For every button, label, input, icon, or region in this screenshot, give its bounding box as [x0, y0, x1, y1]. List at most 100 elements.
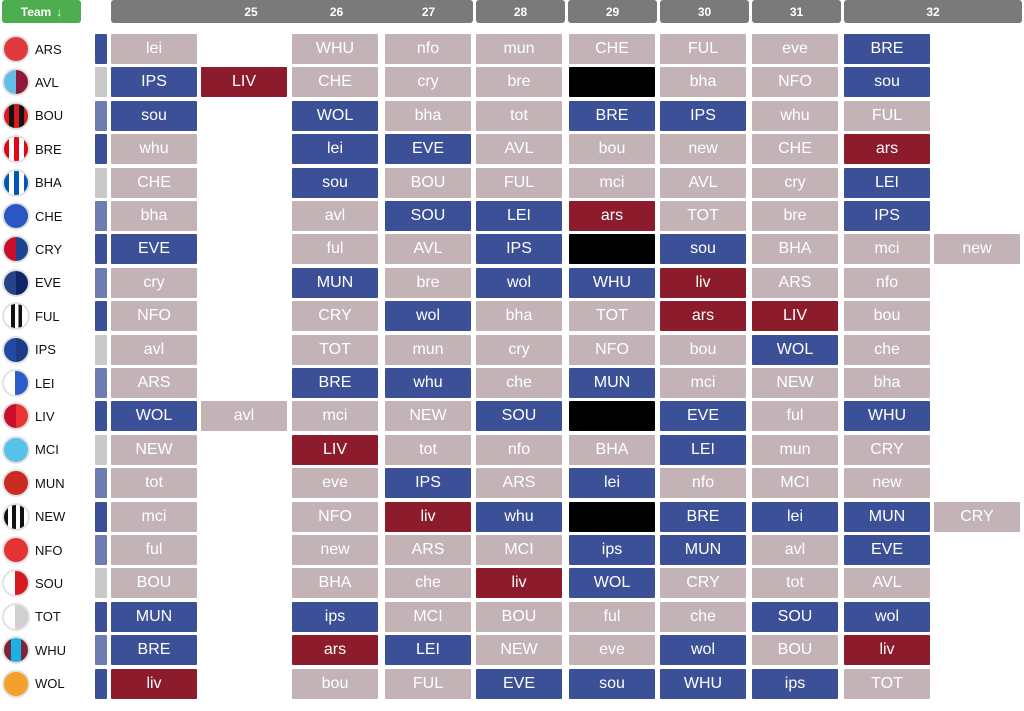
team-row-sou[interactable]: SOU	[0, 568, 90, 598]
fixture-cell[interactable]: CRY	[292, 301, 378, 332]
fixture-cell[interactable]: IPS	[111, 67, 197, 98]
team-row-ful[interactable]: FUL	[0, 301, 90, 331]
fixture-cell[interactable]: wol	[476, 267, 562, 298]
fixture-cell[interactable]: EVE	[111, 234, 197, 265]
team-row-tot[interactable]: TOT	[0, 602, 90, 632]
fixture-cell[interactable]: eve	[752, 34, 838, 64]
fixture-cell[interactable]: FUL	[476, 167, 562, 198]
team-row-bre[interactable]: BRE	[0, 134, 90, 164]
fixture-cell[interactable]: nfo	[385, 34, 471, 64]
fixture-cell[interactable]: mci	[660, 368, 746, 398]
fixture-cell[interactable]: ars	[292, 635, 378, 666]
fixture-cell[interactable]: MUN	[844, 501, 930, 532]
fixture-cell[interactable]: liv	[111, 668, 197, 699]
fixture-cell[interactable]: lei	[111, 34, 197, 64]
fixture-cell[interactable]: cry	[752, 167, 838, 198]
fixture-cell[interactable]: NFO	[569, 334, 655, 365]
fixture-cell[interactable]: BHA	[569, 434, 655, 465]
fixture-cell[interactable]: LEI	[844, 167, 930, 198]
fixture-cell[interactable]: bha	[660, 67, 746, 98]
fixture-cell[interactable]: mci	[292, 401, 378, 432]
fixture-cell[interactable]: TOT	[660, 201, 746, 231]
fixture-cell[interactable]: MUN	[111, 601, 197, 632]
fixture-cell[interactable]: TOT	[844, 668, 930, 699]
fixture-cell[interactable]: ars	[569, 201, 655, 231]
fixture-cell[interactable]: CRY	[844, 434, 930, 465]
fixture-cell[interactable]: WOL	[292, 100, 378, 131]
fixture-cell[interactable]: avl	[292, 201, 378, 231]
fixture-cell[interactable]: ips	[752, 668, 838, 699]
blank-fixture-cell[interactable]	[569, 501, 655, 532]
fixture-cell[interactable]: LIV	[752, 301, 838, 332]
fixture-cell[interactable]: whu	[111, 134, 197, 165]
fixture-cell[interactable]: NEW	[476, 635, 562, 666]
fixture-cell[interactable]: FUL	[660, 34, 746, 64]
fixture-cell[interactable]: bre	[385, 267, 471, 298]
fixture-cell[interactable]: mci	[569, 167, 655, 198]
team-row-mun[interactable]: MUN	[0, 468, 90, 498]
fixture-cell[interactable]: ars	[844, 134, 930, 165]
fixture-cell[interactable]: MCI	[476, 535, 562, 565]
fixture-cell[interactable]: cry	[111, 267, 197, 298]
fixture-cell[interactable]: bha	[476, 301, 562, 332]
fixture-cell[interactable]: bou	[569, 134, 655, 165]
fixture-cell[interactable]: EVE	[476, 668, 562, 699]
fixture-cell[interactable]: avl	[111, 334, 197, 365]
fixture-cell[interactable]: tot	[111, 468, 197, 499]
fixture-cell[interactable]: AVL	[660, 167, 746, 198]
fixture-cell[interactable]: LEI	[385, 635, 471, 666]
team-row-bha[interactable]: BHA	[0, 168, 90, 198]
fixture-cell[interactable]: ARS	[752, 267, 838, 298]
fixture-cell[interactable]: avl	[752, 535, 838, 565]
fixture-cell[interactable]: SOU	[385, 201, 471, 231]
fixture-cell[interactable]: NEW	[385, 401, 471, 432]
fixture-cell[interactable]: che	[385, 568, 471, 599]
team-row-liv[interactable]: LIV	[0, 401, 90, 431]
blank-fixture-cell[interactable]	[569, 234, 655, 265]
fixture-cell[interactable]: ful	[752, 401, 838, 432]
fixture-cell[interactable]: MUN	[660, 535, 746, 565]
team-row-whu[interactable]: WHU	[0, 635, 90, 665]
fixture-cell[interactable]: IPS	[476, 234, 562, 265]
fixture-cell[interactable]: EVE	[660, 401, 746, 432]
fixture-cell[interactable]: lei	[569, 468, 655, 499]
fixture-cell[interactable]: new	[844, 468, 930, 499]
fixture-cell[interactable]: sou	[660, 234, 746, 265]
fixture-cell[interactable]: SOU	[752, 601, 838, 632]
fixture-cell[interactable]: TOT	[292, 334, 378, 365]
fixture-cell[interactable]: new	[934, 234, 1020, 265]
fixture-cell[interactable]: whu	[752, 100, 838, 131]
fixture-cell[interactable]: BOU	[111, 568, 197, 599]
fixture-cell[interactable]: liv	[660, 267, 746, 298]
team-row-wol[interactable]: WOL	[0, 669, 90, 699]
fixture-cell[interactable]: avl	[201, 401, 287, 432]
blank-fixture-cell[interactable]	[569, 401, 655, 432]
fixture-cell[interactable]: liv	[385, 501, 471, 532]
fixture-cell[interactable]: mun	[752, 434, 838, 465]
fixture-cell[interactable]: lei	[292, 134, 378, 165]
fixture-cell[interactable]: CHE	[569, 34, 655, 64]
fixture-cell[interactable]: MUN	[569, 368, 655, 398]
fixture-cell[interactable]: FUL	[844, 100, 930, 131]
fixture-cell[interactable]: nfo	[476, 434, 562, 465]
fixture-cell[interactable]: new	[292, 535, 378, 565]
fixture-cell[interactable]: WHU	[569, 267, 655, 298]
fixture-cell[interactable]: NFO	[111, 301, 197, 332]
fixture-cell[interactable]: CHE	[752, 134, 838, 165]
fixture-cell[interactable]: IPS	[385, 468, 471, 499]
fixture-cell[interactable]: LEI	[476, 201, 562, 231]
fixture-cell[interactable]: tot	[752, 568, 838, 599]
team-row-ips[interactable]: IPS	[0, 335, 90, 365]
fixture-cell[interactable]: FUL	[385, 668, 471, 699]
fixture-cell[interactable]: LIV	[201, 67, 287, 98]
fixture-cell[interactable]: sou	[292, 167, 378, 198]
fixture-cell[interactable]: CHE	[292, 67, 378, 98]
fixture-cell[interactable]: lei	[752, 501, 838, 532]
fixture-cell[interactable]: mun	[385, 334, 471, 365]
fixture-cell[interactable]: tot	[385, 434, 471, 465]
team-sort-header[interactable]: Team ↓	[2, 0, 81, 23]
fixture-cell[interactable]: BHA	[292, 568, 378, 599]
team-row-mci[interactable]: MCI	[0, 435, 90, 465]
fixture-cell[interactable]: sou	[569, 668, 655, 699]
fixture-cell[interactable]: eve	[569, 635, 655, 666]
